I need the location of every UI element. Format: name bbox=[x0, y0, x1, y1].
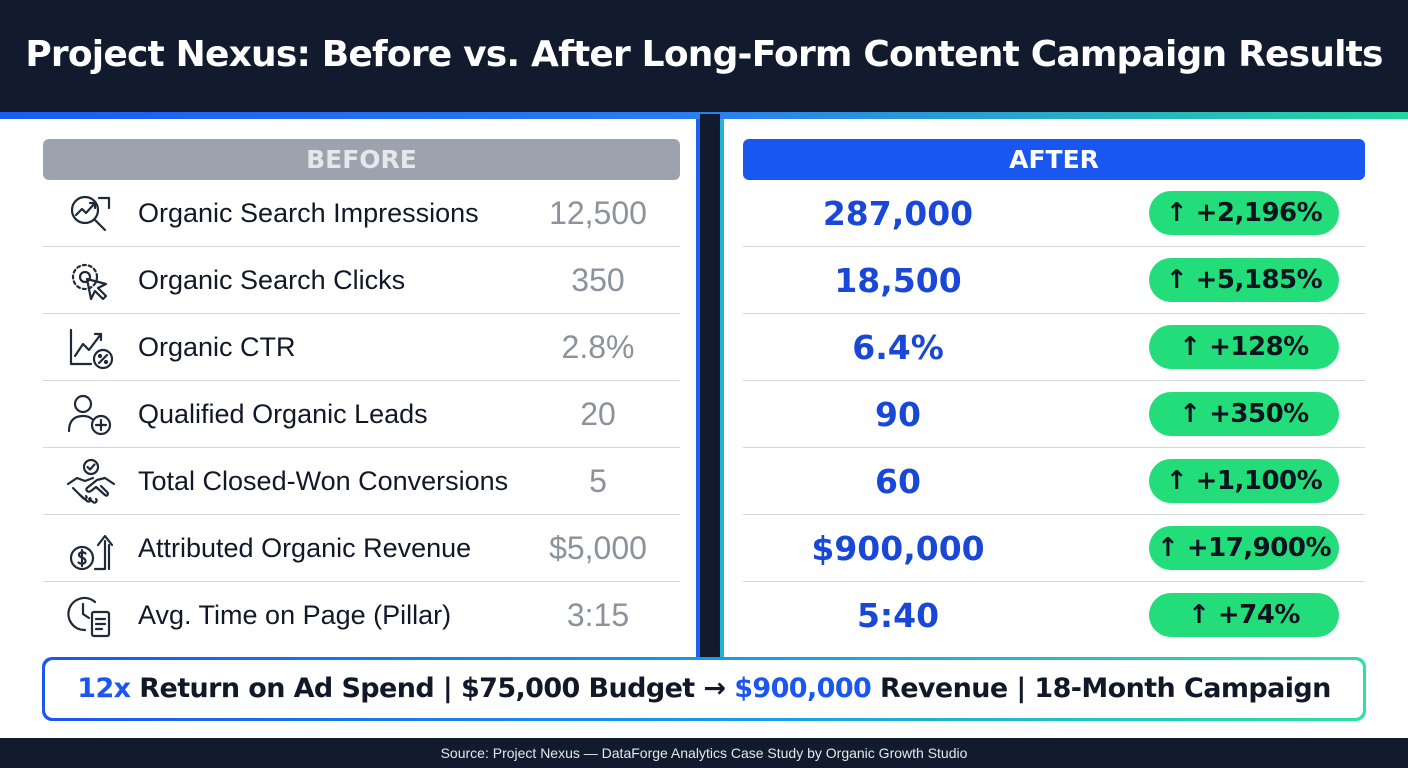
user-add-icon bbox=[65, 391, 117, 439]
metric-label: Qualified Organic Leads bbox=[138, 399, 428, 429]
change-badge: ↑ +17,900% bbox=[1149, 526, 1339, 570]
before-value: 20 bbox=[580, 396, 616, 432]
change-badge: ↑ +350% bbox=[1149, 392, 1339, 436]
after-value: 60 bbox=[875, 462, 921, 501]
after-row: $900,000 ↑ +17,900% bbox=[743, 515, 1365, 582]
summary-text: 12x Return on Ad Spend | $75,000 Budget … bbox=[45, 660, 1363, 718]
source-footer: Source: Project Nexus — DataForge Analyt… bbox=[0, 738, 1408, 768]
trend-percent-icon bbox=[65, 324, 117, 372]
summary-revenue: $900,000 bbox=[734, 673, 872, 704]
before-row: Avg. Time on Page (Pillar) 3:15 bbox=[43, 582, 680, 649]
change-badge: ↑ +5,185% bbox=[1149, 258, 1339, 302]
after-header: AFTER bbox=[743, 139, 1365, 180]
metric-label: Organic CTR bbox=[138, 332, 296, 362]
after-row: 90 ↑ +350% bbox=[743, 381, 1365, 448]
before-header: BEFORE bbox=[43, 139, 680, 180]
after-row: 5:40 ↑ +74% bbox=[743, 582, 1365, 649]
before-row: Organic Search Impressions 12,500 bbox=[43, 180, 680, 247]
after-row: 18,500 ↑ +5,185% bbox=[743, 247, 1365, 314]
after-row: 287,000 ↑ +2,196% bbox=[743, 180, 1365, 247]
summary-banner: 12x Return on Ad Spend | $75,000 Budget … bbox=[42, 657, 1366, 721]
after-row: 6.4% ↑ +128% bbox=[743, 314, 1365, 381]
before-value: 3:15 bbox=[566, 597, 630, 633]
revenue-up-icon bbox=[65, 525, 117, 573]
after-value: $900,000 bbox=[811, 529, 985, 568]
clock-document-icon bbox=[65, 592, 117, 640]
change-badge: ↑ +74% bbox=[1149, 593, 1339, 637]
handshake-icon bbox=[65, 458, 117, 506]
metric-label: Attributed Organic Revenue bbox=[138, 533, 472, 563]
metric-label: Organic Search Impressions bbox=[138, 198, 479, 228]
metric-label: Avg. Time on Page (Pillar) bbox=[138, 600, 452, 630]
magnifier-trend-icon bbox=[65, 190, 117, 238]
cursor-click-icon bbox=[65, 257, 117, 305]
after-value: 90 bbox=[875, 395, 921, 434]
metric-label: Total Closed-Won Conversions bbox=[138, 466, 509, 496]
summary-roas-text: Return on Ad Spend | $75,000 Budget → bbox=[130, 673, 735, 704]
page-title: Project Nexus: Before vs. After Long-For… bbox=[25, 34, 1383, 75]
after-row: 60 ↑ +1,100% bbox=[743, 448, 1365, 515]
summary-revenue-text: Revenue | 18-Month Campaign bbox=[871, 673, 1331, 704]
before-row: Attributed Organic Revenue $5,000 bbox=[43, 515, 680, 582]
change-badge: ↑ +128% bbox=[1149, 325, 1339, 369]
before-value: 2.8% bbox=[561, 329, 635, 365]
panel-divider bbox=[700, 114, 720, 659]
before-row: Total Closed-Won Conversions 5 bbox=[43, 448, 680, 515]
change-badge: ↑ +1,100% bbox=[1149, 459, 1339, 503]
metric-label: Organic Search Clicks bbox=[138, 265, 406, 295]
before-row: Organic CTR 2.8% bbox=[43, 314, 680, 381]
before-value: 5 bbox=[589, 463, 607, 499]
change-badge: ↑ +2,196% bbox=[1149, 191, 1339, 235]
before-value: 350 bbox=[571, 262, 625, 298]
before-panel bbox=[0, 119, 700, 659]
header-bar bbox=[0, 0, 1408, 114]
before-row: Organic Search Clicks 350 bbox=[43, 247, 680, 314]
before-row: Qualified Organic Leads 20 bbox=[43, 381, 680, 448]
after-value: 5:40 bbox=[856, 596, 940, 635]
summary-roas: 12x bbox=[77, 673, 131, 704]
before-value: 12,500 bbox=[549, 195, 647, 231]
after-value: 287,000 bbox=[822, 194, 974, 233]
after-value: 6.4% bbox=[852, 328, 944, 367]
after-value: 18,500 bbox=[834, 261, 962, 300]
before-value: $5,000 bbox=[549, 530, 647, 566]
